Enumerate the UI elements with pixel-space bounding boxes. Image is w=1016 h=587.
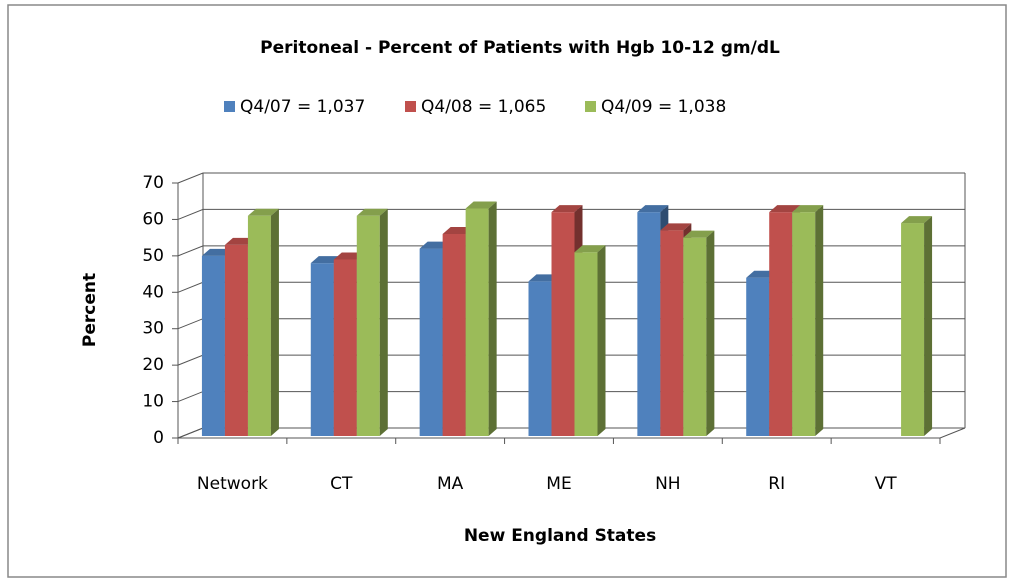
bar-top	[574, 245, 606, 253]
y-tick-label: 10	[142, 392, 164, 412]
bar-top	[792, 205, 824, 213]
legend-swatch	[585, 101, 596, 112]
bar-front	[792, 212, 816, 436]
x-tick-label: VT	[875, 474, 898, 494]
legend-swatch	[224, 101, 235, 112]
bar	[465, 201, 497, 436]
bar-front	[551, 212, 575, 436]
x-tick-label: Network	[197, 474, 268, 494]
bar-top	[637, 205, 669, 213]
x-tick-label: NH	[655, 474, 681, 494]
bar-front	[901, 223, 925, 436]
bar-top	[683, 230, 715, 238]
bar-front	[247, 215, 271, 436]
bar	[901, 216, 933, 436]
bar-front	[419, 248, 443, 436]
bar-side	[815, 205, 824, 436]
bar-front	[637, 212, 661, 436]
bar-front	[442, 234, 466, 436]
bar-top	[356, 208, 388, 216]
bar-side	[706, 230, 715, 436]
chart-border	[7, 4, 1007, 578]
bar-front	[660, 230, 684, 436]
bar-front	[769, 212, 793, 436]
legend-swatch	[405, 101, 416, 112]
y-tick-label: 0	[153, 428, 164, 448]
bar	[247, 208, 279, 436]
bar-front	[310, 263, 334, 436]
bar-front	[528, 281, 552, 436]
bar-front	[224, 244, 248, 436]
bar-front	[356, 215, 380, 436]
bar-side	[924, 216, 933, 436]
y-tick-label: 40	[142, 282, 164, 302]
legend-label: Q4/09 = 1,038	[601, 97, 726, 117]
x-tick-label: RI	[768, 474, 785, 494]
x-axis-title: New England States	[464, 526, 656, 546]
y-tick-label: 70	[142, 173, 164, 193]
y-tick-label: 50	[142, 246, 164, 266]
x-tick-label: MA	[437, 474, 464, 494]
bar-front	[465, 208, 489, 436]
bar-front	[746, 277, 770, 436]
bar-side	[379, 208, 388, 436]
bar	[683, 230, 715, 436]
bar-top	[660, 223, 692, 231]
bar-top	[465, 201, 497, 209]
bar-front	[333, 259, 357, 436]
bar-top	[551, 205, 583, 213]
y-tick-label: 30	[142, 319, 164, 339]
y-axis-title: Percent	[80, 273, 100, 347]
x-tick-label: ME	[546, 474, 571, 494]
bar-top	[901, 216, 933, 224]
grid-line	[177, 172, 965, 184]
bar	[356, 208, 388, 436]
bar-side	[488, 201, 497, 436]
bar	[574, 245, 606, 436]
bar-side	[270, 208, 279, 436]
legend-label: Q4/08 = 1,065	[421, 97, 546, 117]
bar	[792, 205, 824, 436]
y-tick-label: 20	[142, 355, 164, 375]
x-tick-label: CT	[330, 474, 353, 494]
bar-top	[769, 205, 801, 213]
legend-label: Q4/07 = 1,037	[240, 97, 365, 117]
bar-front	[683, 237, 707, 436]
y-tick-label: 60	[142, 209, 164, 229]
grid-line	[177, 208, 965, 220]
bar-top	[247, 208, 279, 216]
bar-side	[597, 245, 606, 436]
bar-front	[574, 252, 598, 436]
bar-front	[201, 255, 225, 436]
chart-title: Peritoneal - Percent of Patients with Hg…	[260, 38, 780, 58]
